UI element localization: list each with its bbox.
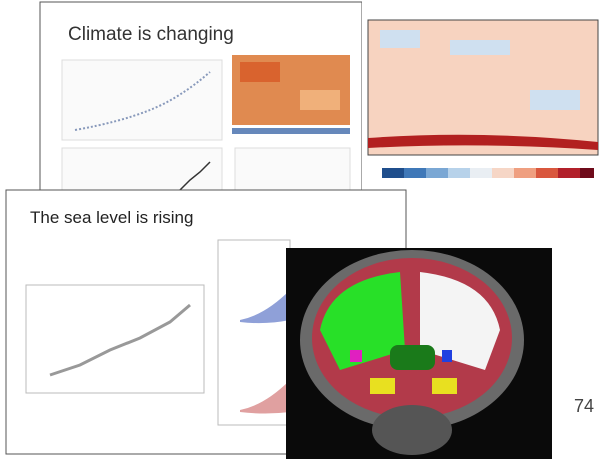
brain-mri-image (286, 248, 552, 459)
sea-level-chart (25, 284, 205, 394)
small-charts (61, 147, 351, 194)
climate-map-image (362, 0, 602, 200)
temperature-chart (61, 59, 223, 141)
color-scale (382, 168, 594, 178)
slide-climate: Climate is changing (39, 1, 363, 196)
projection-charts (217, 239, 291, 426)
slide-title: Climate is changing (68, 24, 234, 45)
page-number: 74 (574, 396, 594, 416)
temperature-map (232, 55, 350, 134)
slide-title: The sea level is rising (30, 208, 193, 227)
